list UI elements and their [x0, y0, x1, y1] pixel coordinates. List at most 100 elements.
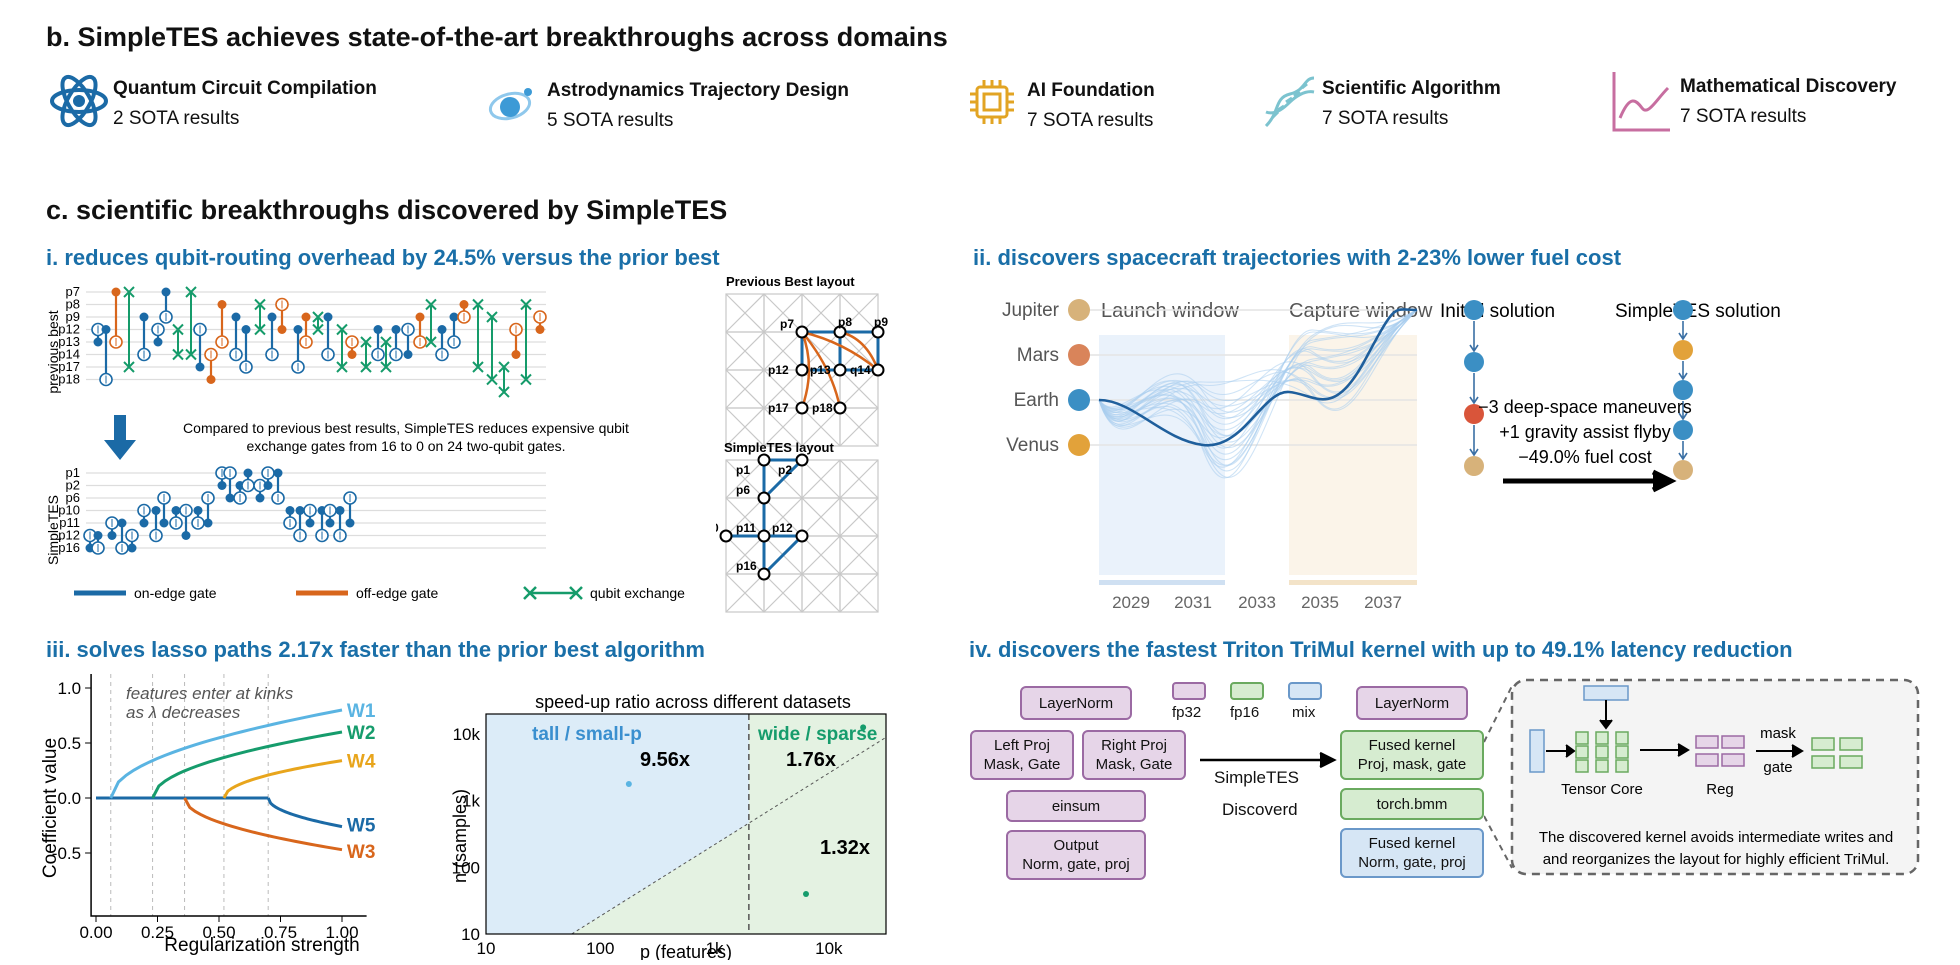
- layout-node: [719, 529, 733, 543]
- exchange-gate-cross: [486, 311, 498, 323]
- exchange-gate-cross: [425, 336, 437, 348]
- gate-control: [459, 300, 469, 309]
- gate-control: [285, 506, 295, 515]
- grid-diagonal: [725, 459, 765, 499]
- lasso-ytick-label: 0.5: [57, 734, 81, 753]
- speedup-ylabel: n (samples): [450, 789, 470, 883]
- layout-node: [871, 325, 885, 339]
- speedup-xtick: 10: [477, 939, 496, 958]
- chain-arrow: [1469, 321, 1479, 353]
- gate-control: [373, 325, 383, 334]
- simpletes-axis-label: SimpleTES: [46, 495, 61, 565]
- layout-node-label: p12: [768, 363, 789, 377]
- layout-node: [795, 453, 809, 467]
- lasso-xtick-label: 0.75: [264, 923, 297, 942]
- baseline-right-proj: Right Proj Mask, Gate: [1082, 730, 1186, 780]
- gate-control: [277, 325, 287, 334]
- gate-control: [107, 531, 117, 540]
- trajectory-diagram: Launch window Capture window Jupiter Mars…: [1002, 299, 1781, 612]
- exchange-gate-cross: [172, 348, 184, 361]
- gate-control: [325, 518, 335, 528]
- speedup-frame: [485, 713, 887, 935]
- lasso-xlabel: Regularization strength: [164, 935, 359, 956]
- new-fused-kernel-2: Fused kernel Norm, gate, proj: [1340, 828, 1484, 878]
- baseline-right-proj-label: Right Proj Mask, Gate: [1095, 737, 1173, 773]
- layout-node: [757, 453, 771, 467]
- lasso-xtick-label: 1.00: [325, 923, 358, 942]
- speedup-value-1: 9.56x: [640, 749, 690, 771]
- gate-control: [153, 337, 163, 347]
- domain-count-sci: 7 SOTA results: [1322, 108, 1449, 129]
- change-line-3: −49.0% fuel cost: [1518, 447, 1652, 467]
- layout-node: [871, 363, 885, 377]
- legend-on-edge-label: on-edge gate: [134, 585, 217, 601]
- grid-diagonal: [801, 573, 841, 613]
- layout-node-label: p6: [736, 483, 750, 497]
- grid-diagonal: [725, 369, 765, 409]
- trajectory-candidate: [1098, 309, 1418, 449]
- curve-chart-icon: [1612, 72, 1670, 132]
- grid-diagonal: [839, 459, 879, 499]
- qubit-label: p13: [58, 334, 80, 349]
- grid-diagonal: [839, 369, 879, 409]
- exchange-gate-cross: [123, 286, 135, 298]
- baseline-left-proj: Left Proj Mask, Gate: [970, 730, 1074, 780]
- section-c-title: c. scientific breakthroughs discovered b…: [46, 195, 728, 225]
- prev-best-axis-label: previous best: [46, 310, 61, 393]
- gate-control: [335, 506, 345, 515]
- new-fused-kernel-1-label: Fused kernel Proj, mask, gate: [1357, 737, 1467, 773]
- qubit-label: p12: [58, 528, 80, 543]
- speedup-xlabel: p (features): [640, 942, 732, 960]
- improvement-arrow: [1503, 469, 1677, 493]
- exchange-gate-cross: [520, 373, 532, 386]
- qubit-label: p8: [66, 297, 80, 312]
- series-label-w4: W4: [347, 752, 376, 773]
- lasso-xtick-label: 0.50: [202, 923, 235, 942]
- series-label-w2: W2: [347, 723, 376, 744]
- trajectory-candidate: [1098, 309, 1418, 422]
- layout-node-label: p13: [810, 363, 831, 377]
- atom-icon: [50, 74, 108, 128]
- discover-arrow: [1200, 751, 1337, 769]
- gate-control: [295, 506, 305, 515]
- lasso-path-line: [109, 708, 343, 799]
- speedup-chart: speed-up ratio across different datasets…: [450, 692, 887, 960]
- gate-control: [243, 468, 253, 478]
- layout-node: [795, 529, 809, 543]
- gate-control: [127, 543, 137, 553]
- layout-node-label: p8: [838, 315, 852, 329]
- panel-ii-title: ii. discovers spacecraft trajectories wi…: [973, 245, 1622, 270]
- diagonal-boundary: [571, 736, 887, 935]
- gate-control: [323, 312, 333, 322]
- year-tick: 2029: [1112, 593, 1150, 612]
- lasso-ytick-label: 0.0: [57, 789, 81, 808]
- gate-control: [391, 325, 401, 334]
- gate-control: [151, 506, 161, 515]
- layout-node: [795, 401, 809, 415]
- gate-control: [195, 362, 205, 372]
- gate-control: [347, 350, 357, 359]
- layout-node: [795, 363, 809, 377]
- baseline-einsum: einsum: [1006, 790, 1146, 822]
- simple-layout-title: SimpleTES layout: [724, 440, 834, 455]
- legend-fp32-swatch: [1172, 682, 1206, 700]
- qubit-label: p2: [66, 478, 80, 493]
- speedup-value-3: 1.32x: [820, 837, 870, 859]
- exchange-gate-cross: [336, 323, 348, 336]
- exchange-gate-cross: [312, 311, 324, 323]
- chain-arrow: [1678, 401, 1688, 421]
- lasso-annotation-line2: as λ decreases: [126, 703, 241, 722]
- exchange-gate-cross: [520, 298, 532, 311]
- layout-node-label: p10: [716, 521, 719, 535]
- gate-control: [415, 312, 425, 322]
- domain-count-math: 7 SOTA results: [1680, 106, 1807, 127]
- grid-diagonal: [763, 407, 803, 447]
- chain-planet: [1464, 300, 1484, 320]
- lasso-xtick-label: 0.25: [141, 923, 174, 942]
- region-wide-label: wide / sparse: [757, 724, 877, 745]
- exchange-gate-cross: [498, 386, 510, 398]
- gate-control: [159, 518, 169, 528]
- baseline-left-proj-label: Left Proj Mask, Gate: [983, 737, 1061, 773]
- layout-node-label: p1: [736, 463, 750, 477]
- initial-solution-label: Initial solution: [1440, 301, 1555, 322]
